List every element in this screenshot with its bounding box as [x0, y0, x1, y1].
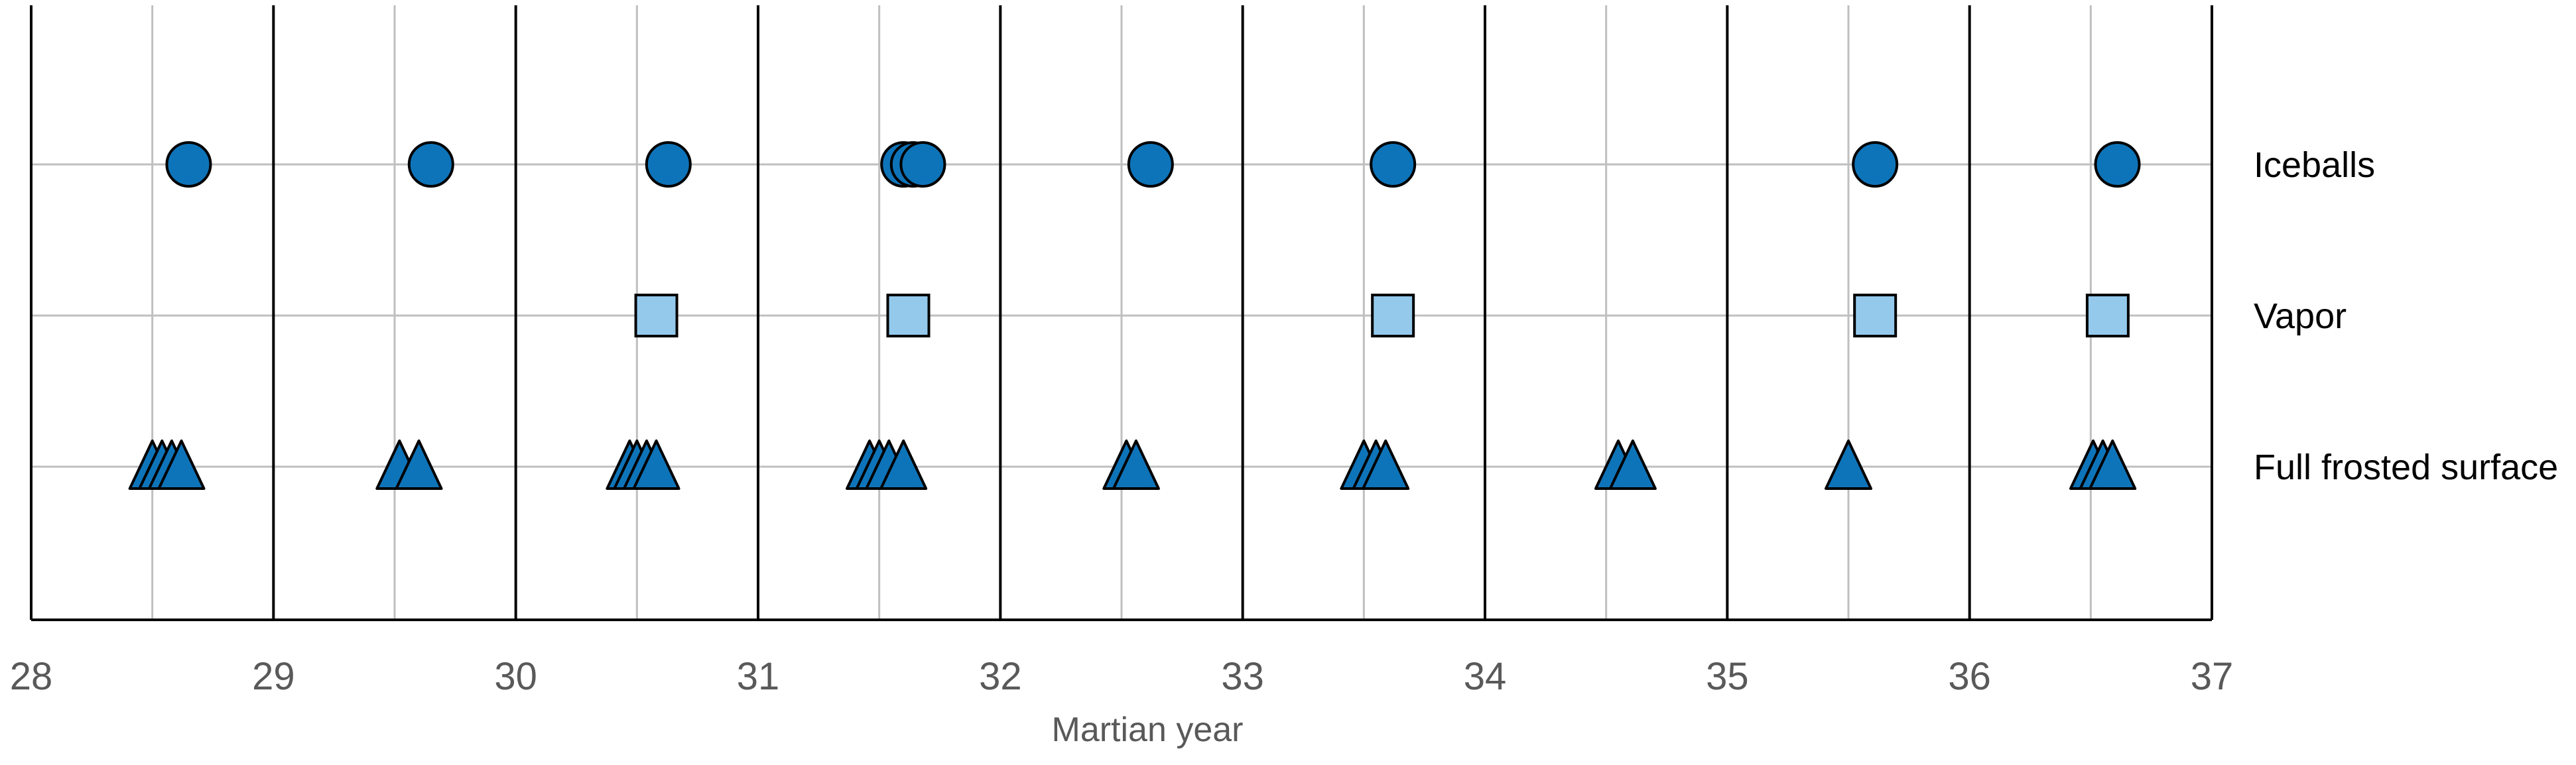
x-tick-label: 28: [10, 655, 53, 698]
x-tick-label: 34: [1464, 655, 1507, 698]
series-circle-markers: [165, 141, 2141, 188]
frosted-surface-point: [2089, 440, 2137, 490]
iceball-point: [2094, 141, 2141, 188]
iceball-point: [899, 141, 946, 188]
series-triangle-markers: [128, 440, 2137, 490]
iceball-point: [1370, 141, 1417, 188]
vapor-point: [2085, 294, 2130, 337]
category-label: Full frosted surface: [2254, 447, 2558, 487]
x-tick-label: 30: [494, 655, 537, 698]
frosted-surface-point: [632, 440, 680, 490]
frosted-surface-point: [1608, 440, 1657, 490]
x-tick-label: 32: [979, 655, 1022, 698]
vapor-point: [634, 294, 678, 337]
iceball-point: [1127, 141, 1174, 188]
iceball-point: [1852, 141, 1899, 188]
x-tick-label: 29: [252, 655, 295, 698]
x-tick-label: 31: [737, 655, 780, 698]
category-label: Vapor: [2254, 296, 2347, 336]
vapor-point: [886, 294, 931, 337]
x-tick-label: 37: [2191, 655, 2234, 698]
frosted-surface-point: [1112, 440, 1160, 490]
x-tick-label: 33: [1221, 655, 1264, 698]
x-tick-label: 35: [1706, 655, 1749, 698]
frosted-surface-point: [1825, 440, 1872, 490]
frosted-surface-point: [1362, 440, 1410, 490]
x-tick-labels: 28 29 30 31 32 33 34 35 36 37: [10, 655, 2234, 698]
iceball-point: [407, 141, 454, 188]
frosted-surface-point: [879, 440, 928, 490]
x-tick-label: 36: [1948, 655, 1991, 698]
x-axis-title: Martian year: [1052, 711, 1244, 749]
series-square-markers: [634, 294, 2130, 337]
iceball-point: [165, 141, 212, 188]
category-labels: Iceballs Vapor Full frosted surface: [2254, 145, 2558, 487]
iceball-point: [645, 141, 692, 188]
data-markers: [128, 141, 2141, 490]
grid-lines: [30, 5, 2213, 621]
frosted-surface-point: [157, 440, 206, 490]
frosted-surface-point: [395, 440, 443, 490]
vapor-point: [1371, 294, 1415, 337]
category-label: Iceballs: [2254, 145, 2375, 185]
vapor-point: [1853, 294, 1898, 337]
